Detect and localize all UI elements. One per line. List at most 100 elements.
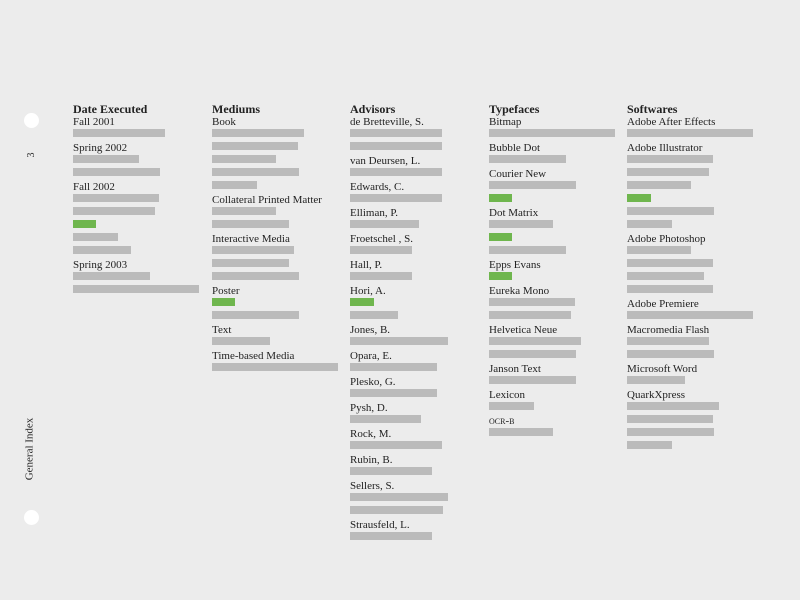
column-typefaces: Typefaces Bitmap Bubble Dot Courier New Dot … [489,103,615,441]
index-entry-label: Spring 2002 [73,142,128,154]
section-title: General Index [23,417,36,481]
binder-hole-bottom [24,510,39,525]
index-entry-label: Poster [212,285,240,297]
placeholder-bar [212,220,289,228]
index-entry-label: Dot Matrix [489,207,539,219]
index-entry-label: Eureka Mono [489,285,550,297]
index-entry-label: Book [212,116,236,128]
placeholder-bar [489,129,615,137]
index-entry-label: Bubble Dot [489,142,541,154]
column-heading: Typefaces [489,102,540,116]
index-entry-label: Fall 2001 [73,116,115,128]
placeholder-bar [350,311,398,319]
highlight-bar [489,194,512,202]
index-entry-label: Opara, E. [350,350,392,362]
placeholder-bar [489,246,566,254]
placeholder-bar [212,207,276,215]
index-entry-label: Hori, A. [350,285,386,297]
index-entry-label: Plesko, G. [350,376,396,388]
placeholder-bar [627,376,685,384]
placeholder-bar [489,155,566,163]
placeholder-bar [73,272,150,280]
column-heading: Softwares [627,102,678,116]
placeholder-bar [489,428,553,436]
placeholder-bar [212,311,299,319]
placeholder-bar [350,246,412,254]
binder-hole-top [24,113,39,128]
index-entry-label: Microsoft Word [627,363,698,375]
index-entry-label: Epps Evans [489,259,541,271]
placeholder-bar [627,155,713,163]
index-entry-label: OCR-B [489,415,515,427]
placeholder-bar [489,181,576,189]
column-softwares: Softwares Adobe After Effects Adobe Illust… [627,103,753,454]
index-entry-label: de Bretteville, S. [350,116,424,128]
placeholder-bar [627,181,691,189]
placeholder-bar [627,129,753,137]
index-entry-label: Strausfeld, L. [350,519,410,531]
placeholder-bar [627,337,709,345]
placeholder-bar [350,142,442,150]
index-entry-label: Pysh, D. [350,402,388,414]
placeholder-bar [212,259,289,267]
placeholder-bar [212,246,294,254]
placeholder-bar [73,129,165,137]
highlight-bar [350,298,374,306]
placeholder-bar [350,272,412,280]
placeholder-bar [212,181,257,189]
placeholder-bar [212,337,270,345]
placeholder-bar [627,220,672,228]
placeholder-bar [73,194,159,202]
index-entry-label: Helvetica Neue [489,324,558,336]
placeholder-bar [627,246,691,254]
placeholder-bar [212,142,298,150]
placeholder-bar [489,402,534,410]
placeholder-bar [489,350,576,358]
column-advisors: Advisors de Bretteville, S. van Deursen, L… [350,103,476,545]
placeholder-bar [627,441,672,449]
index-entry-label: Macromedia Flash [627,324,710,336]
placeholder-bar [350,467,432,475]
placeholder-bar [73,246,131,254]
placeholder-bar [350,506,443,514]
placeholder-bar [212,363,338,371]
highlight-bar [489,272,512,280]
column-heading: Date Executed [73,102,148,116]
index-entry-label: Courier New [489,168,547,180]
placeholder-bar [627,259,713,267]
placeholder-bar [350,337,448,345]
page-number: 3 [26,152,37,158]
placeholder-bar [627,311,753,319]
index-entry-label: Spring 2003 [73,259,128,271]
placeholder-bar [350,168,442,176]
placeholder-bar [73,155,139,163]
placeholder-bar [489,298,575,306]
column-mediums: Mediums Book Collateral Printed Matter Inte… [212,103,338,376]
highlight-bar [73,220,96,228]
column-heading: Mediums [212,102,260,116]
placeholder-bar [73,285,199,293]
index-entry-label: Adobe Illustrator [627,142,703,154]
index-entry-label: Jones, B. [350,324,391,336]
index-entry-label: Text [212,324,232,336]
placeholder-bar [350,220,419,228]
placeholder-bar [627,272,704,280]
index-entry-label: Sellers, S. [350,480,395,492]
placeholder-bar [627,415,713,423]
index-entry-label: Time-based Media [212,350,295,362]
placeholder-bar [350,532,432,540]
highlight-bar [489,233,512,241]
placeholder-bar [350,415,421,423]
placeholder-bar [489,220,553,228]
placeholder-bar [350,441,442,449]
index-entry-label: Rock, M. [350,428,392,440]
placeholder-bar [212,129,304,137]
index-entry-label: Adobe After Effects [627,116,716,128]
column-date-executed: Date Executed Fall 2001 Spring 2002 Fall 20… [73,103,199,298]
placeholder-bar [73,168,160,176]
index-entry-label: QuarkXpress [627,389,686,401]
placeholder-bar [73,207,155,215]
placeholder-bar [212,155,276,163]
placeholder-bar [627,402,719,410]
index-entry-label: Bitmap [489,116,522,128]
